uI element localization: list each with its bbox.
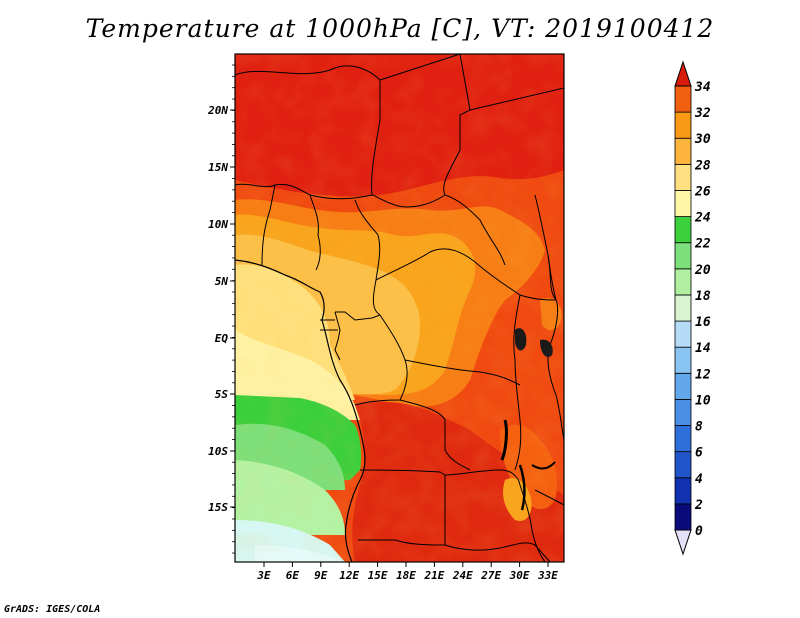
lon-label: 6E (286, 569, 300, 582)
colorbar-segment (674, 137, 692, 165)
colorbar-segment (674, 294, 692, 322)
colorbar-segment (674, 477, 692, 505)
colorbar-label: 10 (695, 393, 711, 408)
colorbar-label: 22 (694, 237, 711, 252)
colorbar-segment (674, 425, 692, 453)
lon-label: 33E (537, 569, 558, 582)
lon-label: 24E (452, 569, 473, 582)
lat-label: 15S (208, 501, 228, 514)
lat-label: 5N (215, 275, 229, 288)
colorbar-label: 32 (694, 106, 711, 121)
lon-label: 3E (256, 569, 271, 582)
grads-credit: GrADS: IGES/COLA (4, 604, 101, 615)
colorbar-max-triangle (674, 60, 692, 87)
colorbar-label: 26 (694, 184, 711, 199)
lon-label: 18E (396, 569, 416, 582)
map-frame (234, 53, 565, 563)
lat-label: 5S (215, 388, 229, 401)
colorbar-segment (674, 268, 692, 296)
lat-label: 15N (208, 161, 228, 174)
lon-label: 12E (339, 569, 359, 582)
colorbar-segment (674, 372, 692, 400)
colorbar-segment (674, 503, 692, 531)
lon-label: 21E (423, 569, 444, 582)
colorbar-label: 34 (694, 80, 711, 95)
colorbar-segment (674, 85, 692, 113)
lat-label: 10S (208, 445, 228, 458)
lat-label: EQ (215, 332, 229, 345)
chart-title: Temperature at 1000hPa [C], VT: 20191004… (85, 14, 715, 43)
colorbar-segment (674, 399, 692, 426)
colorbar-segment (674, 346, 692, 374)
lon-label: 30E (509, 569, 530, 582)
colorbar-segment (674, 163, 692, 191)
temperature-field (235, 54, 564, 562)
lon-label: 15E (368, 569, 388, 582)
colorbar-segment (674, 320, 692, 348)
colorbar-label: 6 (695, 446, 703, 461)
colorbar-label: 2 (694, 498, 703, 513)
colorbar-label: 20 (694, 263, 711, 278)
colorbar-segment (674, 242, 692, 270)
colorbar-label: 12 (695, 367, 711, 382)
colorbar-min-triangle (674, 529, 692, 556)
lon-label: 9E (314, 569, 328, 582)
colorbar-label: 4 (695, 472, 703, 487)
colorbar-label: 0 (695, 524, 703, 539)
colorbar-label: 28 (694, 158, 711, 173)
colorbar-label: 18 (695, 289, 711, 304)
lat-label: 20N (207, 104, 228, 117)
colorbar-label: 16 (695, 315, 711, 330)
colorbar-label: 14 (695, 341, 711, 356)
colorbar-segment (674, 216, 692, 244)
colorbar-segment (674, 111, 692, 139)
colorbar-label: 24 (694, 211, 711, 226)
colorbar-segment (674, 190, 692, 217)
map-axes: 20N 15N 10N 5N EQ 5S 10S 15S 3E 6E 9E 12E 15E 18E 21E 2… (207, 64, 558, 582)
colorbar-label: 30 (694, 132, 711, 147)
lat-label: 10N (208, 218, 228, 231)
lon-label: 27E (480, 569, 501, 582)
colorbar-label: 8 (695, 420, 703, 435)
colorbar-segment (674, 451, 692, 479)
country-borders (235, 54, 564, 562)
